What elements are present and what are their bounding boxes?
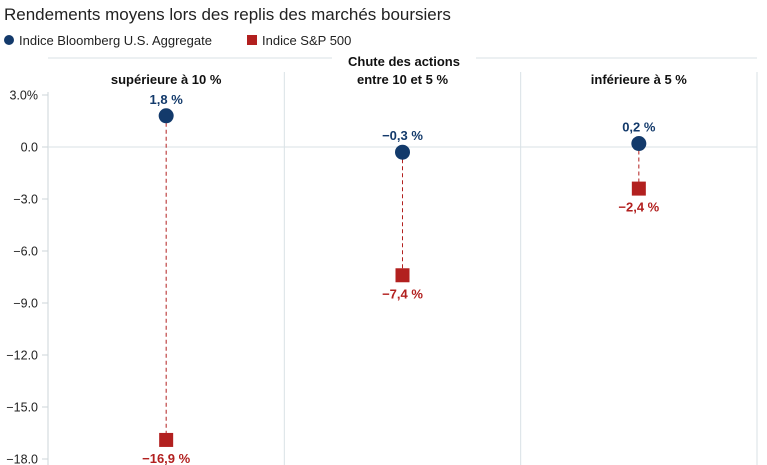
y-tick-label: −18.0	[6, 453, 38, 465]
y-tick-label: −12.0	[6, 349, 38, 363]
y-tick-label: −9.0	[13, 297, 38, 311]
category-headers: supérieure à 10 % entre 10 et 5 % inférieu…	[111, 72, 687, 87]
equity-point	[159, 432, 174, 447]
bond-point	[395, 144, 410, 160]
category-header: supérieure à 10 %	[111, 72, 222, 87]
y-tick-label: −15.0	[6, 401, 38, 415]
legend-equity-marker	[247, 35, 257, 45]
bond-point	[631, 136, 647, 152]
legend-bond-marker	[4, 35, 14, 45]
bond-point	[158, 108, 174, 124]
plot-area: 1,8 % −16,9 % −0,3 % −7,4 % 0,2 % −2,4 %	[142, 92, 660, 465]
category-header: entre 10 et 5 %	[357, 72, 448, 87]
legend: Indice Bloomberg U.S. Aggregate Indice S…	[4, 33, 351, 48]
equity-point	[395, 268, 410, 283]
bond-value-label: 0,2 %	[622, 120, 656, 135]
equity-value-label: −16,9 %	[142, 451, 191, 465]
y-tick-label: 3.0%	[10, 89, 39, 103]
equity-point	[631, 181, 646, 196]
y-tick-label: −6.0	[13, 245, 38, 259]
group-header-title: Chute des actions	[348, 54, 460, 69]
equity-value-label: −2,4 %	[618, 200, 659, 215]
y-tick-label: −3.0	[13, 193, 38, 207]
group-header-bg	[332, 50, 476, 66]
y-tick-label: 0.0	[21, 141, 38, 155]
equity-value-label: −7,4 %	[382, 286, 423, 301]
chart-title: Rendements moyens lors des replis des ma…	[4, 5, 451, 24]
y-axis: 3.0% 0.0 −3.0 −6.0 −9.0 −12.0 −15.0 −18.0	[6, 89, 48, 465]
bond-value-label: −0,3 %	[382, 128, 423, 143]
bond-value-label: 1,8 %	[150, 92, 184, 107]
category-header: inférieure à 5 %	[591, 72, 688, 87]
legend-equity-label: Indice S&P 500	[262, 33, 351, 48]
legend-bond-label: Indice Bloomberg U.S. Aggregate	[19, 33, 212, 48]
